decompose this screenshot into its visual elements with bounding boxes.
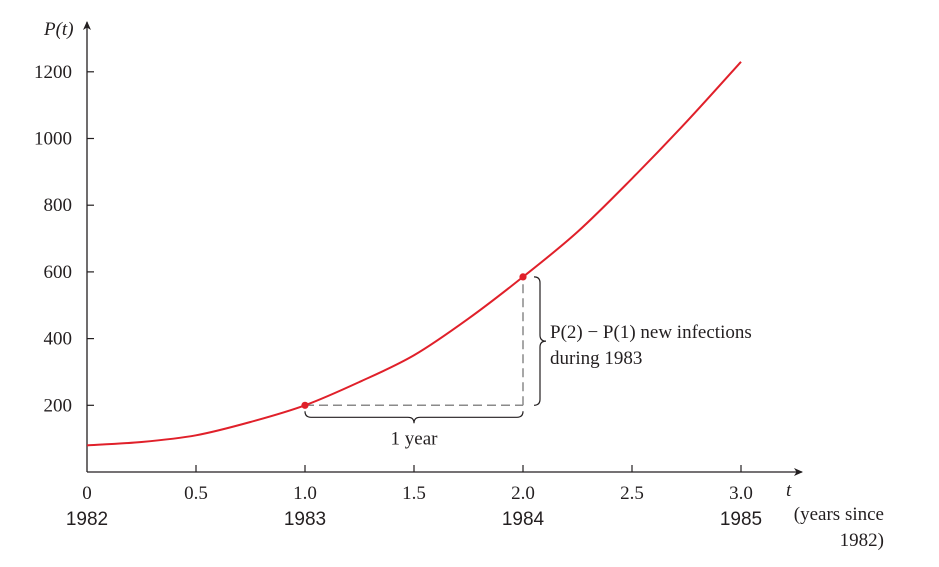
y-ticks: 200 400 600 800 1000 1200 [34, 62, 94, 416]
x-ticks: 0 0.5 1.0 1.5 2.0 2.5 3.0 [82, 465, 753, 504]
highlight-points [301, 273, 527, 409]
year-label-0: 1982 [66, 509, 108, 530]
y-tick-label-0: 200 [44, 395, 73, 416]
guide-lines [305, 276, 524, 407]
year-label-1: 1983 [284, 509, 326, 530]
y-tick-label-4: 1000 [34, 129, 72, 150]
highlight-point-1 [519, 273, 527, 281]
x-tick-label-3: 1.5 [402, 483, 426, 504]
x-tick-label-0: 0 [82, 483, 92, 504]
series-curve [86, 61, 742, 447]
y-tick-label-5: 1200 [34, 62, 72, 83]
interval-label: 1 year [391, 428, 439, 449]
brace-one-year [304, 411, 524, 424]
axes [83, 21, 803, 476]
x-tick-label-4: 2.0 [511, 483, 535, 504]
x-tick-label-5: 2.5 [620, 483, 644, 504]
year-label-2: 1984 [502, 509, 545, 530]
year-labels: 1982 1983 1984 1985 [66, 509, 762, 530]
y-tick-label-1: 400 [44, 329, 73, 350]
x-axis-note-line-2: 1982) [840, 530, 884, 551]
x-tick-label-1: 0.5 [184, 483, 208, 504]
x-tick-label-2: 1.0 [293, 483, 317, 504]
change-label-line-1: P(2) − P(1) new infections [550, 322, 752, 343]
change-label-line-2: during 1983 [550, 348, 642, 369]
year-label-3: 1985 [720, 509, 762, 530]
x-tick-label-6: 3.0 [729, 483, 753, 504]
y-tick-label-3: 800 [44, 195, 73, 216]
x-axis-note-line-1: (years since [794, 504, 884, 525]
brace-change [533, 276, 547, 406]
y-axis-label: P(t) [43, 19, 74, 40]
x-axis-label: t [786, 480, 792, 501]
y-tick-label-2: 600 [44, 262, 73, 283]
highlight-point-0 [301, 401, 309, 409]
